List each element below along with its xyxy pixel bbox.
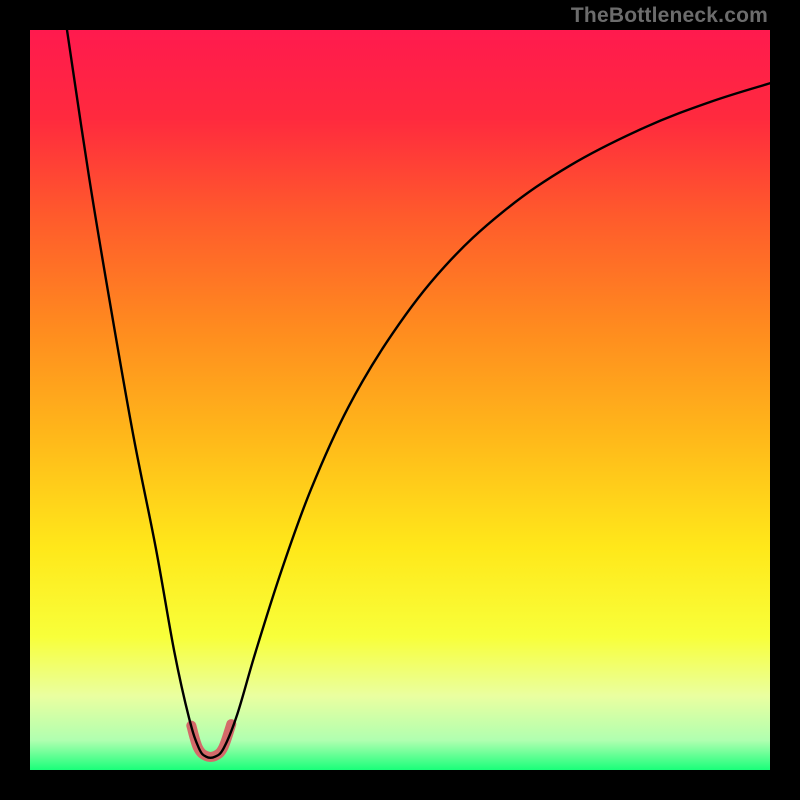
curve-layer <box>30 30 770 770</box>
chart-frame: TheBottleneck.com <box>0 0 800 800</box>
main-curve <box>67 30 770 758</box>
watermark-text: TheBottleneck.com <box>571 4 768 28</box>
marker-band <box>191 724 231 757</box>
plot-area <box>30 30 770 770</box>
